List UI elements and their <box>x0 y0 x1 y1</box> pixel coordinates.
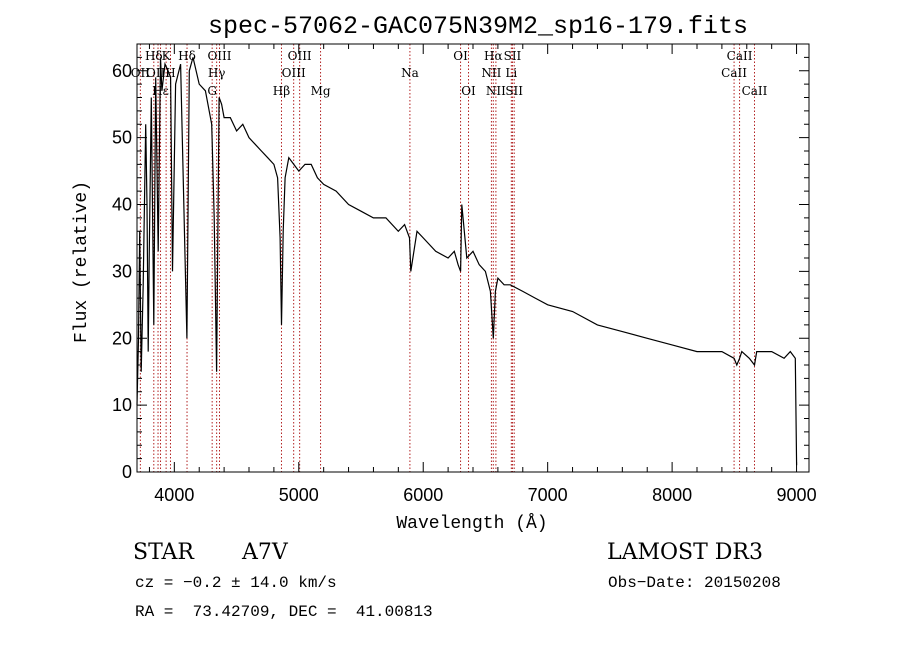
line-label-16: OI <box>461 84 476 98</box>
x-tick-label-5: 9000 <box>777 485 817 505</box>
chart-title: spec-57062-GAC075N39M2_sp16-179.fits <box>208 12 748 41</box>
line-label-20: SII <box>504 49 522 63</box>
plot-frame <box>136 43 810 473</box>
y-tick-label-2: 20 <box>112 328 132 348</box>
redshift-velocity: cz = −0.2 ± 14.0 km/s <box>135 574 337 592</box>
line-label-25: CaII <box>742 84 768 98</box>
y-tick-label-4: 40 <box>112 195 132 215</box>
x-tick-label-4: 8000 <box>652 485 692 505</box>
observation-date: Obs−Date: 20150208 <box>608 574 781 592</box>
y-tick-label-1: 10 <box>112 395 132 415</box>
line-label-19: NII <box>486 84 506 98</box>
x-axis-ticks: 4000 5000 6000 7000 8000 9000 <box>148 44 817 505</box>
line-label-12: Hβ <box>273 84 290 98</box>
line-label-1: OII <box>131 66 151 80</box>
y-tick-label-6: 60 <box>112 61 132 81</box>
x-tick-label-2: 6000 <box>403 485 443 505</box>
line-label-15: OI <box>453 49 468 63</box>
line-label-21: Li <box>505 66 517 80</box>
x-tick-label-0: 4000 <box>154 485 194 505</box>
y-axis-ticks: 0 10 20 30 40 50 60 <box>112 56 809 482</box>
line-label-8: Hγ <box>208 66 226 80</box>
x-axis-label: Wavelength (Å) <box>396 513 547 534</box>
line-label-0: Hδ <box>145 49 163 63</box>
x-tick-label-1: 5000 <box>279 485 319 505</box>
line-label-18: NII <box>481 66 501 80</box>
line-label-7: OIII <box>207 49 231 63</box>
survey-name: LAMOST DR3 <box>607 540 763 565</box>
line-label-6: Hδ <box>178 49 196 63</box>
flux-series-line <box>136 57 798 466</box>
line-label-23: CaII <box>727 49 753 63</box>
y-tick-label-3: 30 <box>112 261 132 281</box>
line-label-10: OIII <box>288 49 312 63</box>
line-label-4: K <box>162 49 172 63</box>
line-label-22: SII <box>505 84 523 98</box>
line-label-14: Na <box>401 66 419 80</box>
line-label-24: CaII <box>721 66 747 80</box>
line-label-17: Hα <box>484 49 503 63</box>
sky-coordinates: RA = 73.42709, DEC = 41.00813 <box>135 603 433 621</box>
x-tick-label-3: 7000 <box>528 485 568 505</box>
object-subclass: A7V <box>242 540 288 565</box>
line-label-13: Mg <box>311 84 331 98</box>
y-axis-label: Flux (relative) <box>72 181 92 343</box>
line-label-5: H <box>165 66 175 80</box>
line-label-11: OIII <box>282 66 306 80</box>
y-tick-label-0: 0 <box>122 462 132 482</box>
line-label-9: G <box>207 84 217 98</box>
object-class: STAR <box>133 540 194 565</box>
y-tick-label-5: 50 <box>112 128 132 148</box>
